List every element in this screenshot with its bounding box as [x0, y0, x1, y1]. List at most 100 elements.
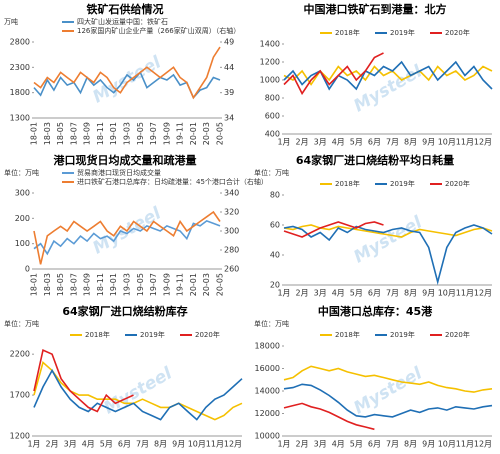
x-tick-label: 18-09 [83, 122, 92, 145]
x-tick-label: 2月 [296, 138, 309, 147]
y-tick-label: 20 [270, 281, 280, 290]
legend-label: 2020年 [445, 28, 470, 37]
chart-title: 64家钢厂进口烧结粉库存 [62, 304, 187, 318]
x-tick-label: 5月 [100, 440, 113, 449]
x-tick-label: 8月 [404, 289, 417, 298]
legend-label: 2020年 [195, 330, 220, 339]
legend-label: 2018年 [335, 179, 360, 188]
y-tick-label: 12000 [255, 409, 280, 418]
x-tick-label: 19-07 [149, 122, 158, 145]
x-tick-label: 11月 [456, 138, 474, 147]
x-tick-label: 18-11 [96, 273, 105, 296]
x-tick-label: 18-09 [83, 273, 92, 296]
x-tick-label: 19-11 [176, 273, 185, 296]
x-tick-label: 19-01 [109, 273, 118, 296]
x-tick-label: 19-01 [109, 122, 118, 145]
x-tick-label: 10月 [438, 289, 456, 298]
y-tick-label: 40 [270, 251, 280, 260]
y-tick-label: 2200 [10, 350, 30, 359]
x-tick-label: 18-01 [30, 122, 39, 145]
y-tick-label: 600 [265, 112, 280, 121]
x-tick-label: 1月 [277, 138, 290, 147]
legend-label: 2018年 [85, 330, 110, 339]
x-tick-label: 19-09 [162, 122, 171, 145]
x-tick-label: 8月 [154, 440, 167, 449]
x-tick-label: 3月 [314, 138, 327, 147]
x-tick-label: 12月 [474, 138, 492, 147]
x-tick-label: 18-01 [30, 273, 39, 296]
x-tick-label: 1月 [27, 440, 40, 449]
legend-label: 2020年 [445, 330, 470, 339]
x-tick-label: 5月 [350, 289, 363, 298]
y2-tick-label: 340 [224, 189, 239, 198]
series-line [283, 402, 375, 431]
x-tick-label: 18-07 [69, 122, 78, 145]
x-tick-label: 6月 [368, 440, 381, 449]
chart-title: 铁矿石供给情况 [87, 2, 164, 16]
chart-title: 港口现货日均成交量和疏港量 [54, 153, 197, 167]
x-tick-label: 18-11 [96, 122, 105, 145]
legend-label: 2019年 [390, 330, 415, 339]
y-tick-label: 400 [265, 130, 280, 139]
y2-tick-label: 320 [224, 208, 239, 217]
x-tick-label: 3月 [64, 440, 77, 449]
x-tick-label: 19-07 [149, 273, 158, 296]
y2-tick-label: 49 [224, 38, 234, 47]
series-line [33, 368, 243, 421]
legend-label: 贸易商港口现货日均成交量 [77, 168, 161, 177]
series-line [283, 224, 493, 238]
x-tick-label: 7月 [386, 138, 399, 147]
x-tick-label: 11月 [456, 440, 474, 449]
legend-label: 2018年 [335, 330, 360, 339]
x-tick-label: 19-09 [162, 273, 171, 296]
unit-label: 单位：万吨 [254, 319, 289, 328]
y-tick-label: 18000 [255, 342, 280, 351]
x-tick-label: 11月 [456, 289, 474, 298]
x-tick-label: 3月 [314, 440, 327, 449]
x-tick-label: 8月 [404, 138, 417, 147]
x-tick-label: 4月 [332, 289, 345, 298]
x-tick-label: 2月 [296, 440, 309, 449]
y-tick-label: 200 [15, 214, 30, 223]
x-tick-label: 18-03 [43, 122, 52, 145]
watermark: Mysteel [350, 212, 426, 267]
series-line [33, 219, 221, 256]
unit-label: 单位：万吨 [4, 168, 39, 177]
legend-label: 2019年 [140, 330, 165, 339]
y2-tick-label: 44 [224, 63, 234, 72]
x-tick-label: 2月 [46, 440, 59, 449]
x-tick-label: 1月 [277, 440, 290, 449]
x-tick-label: 19-05 [136, 273, 145, 296]
series-line [283, 224, 493, 286]
unit-label: 万吨 [4, 17, 18, 26]
x-tick-label: 20-01 [189, 273, 198, 296]
x-tick-label: 19-03 [123, 273, 132, 296]
y-tick-label: 0 [25, 265, 30, 274]
legend-label: 四大矿山发运量中国：铁矿石 [77, 17, 168, 26]
x-tick-label: 20-01 [189, 122, 198, 145]
legend-label: 2019年 [390, 179, 415, 188]
y-tick-label: 80 [270, 191, 280, 200]
y-tick-label: 2800 [10, 38, 30, 47]
chart-title: 64家钢厂进口烧结粉平均日耗量 [296, 153, 454, 167]
x-tick-label: 4月 [82, 440, 95, 449]
y-tick-label: 2300 [10, 63, 30, 72]
x-tick-label: 7月 [136, 440, 149, 449]
x-tick-label: 4月 [332, 138, 345, 147]
x-tick-label: 20-05 [216, 273, 225, 296]
y2-tick-label: 300 [224, 227, 239, 236]
y2-tick-label: 39 [224, 88, 234, 97]
y-tick-label: 300 [15, 189, 30, 198]
y-tick-label: 1800 [10, 88, 30, 97]
x-tick-label: 11月 [206, 440, 224, 449]
x-tick-label: 1月 [277, 289, 290, 298]
legend-label: 2019年 [390, 28, 415, 37]
legend-label: 2020年 [445, 179, 470, 188]
x-tick-label: 2月 [296, 289, 309, 298]
y-tick-label: 14000 [255, 387, 280, 396]
x-tick-label: 10月 [438, 138, 456, 147]
y-tick-label: 10000 [255, 432, 280, 441]
chart-title: 中国港口铁矿石到港量：北方 [304, 2, 447, 16]
legend-label: 2018年 [335, 28, 360, 37]
